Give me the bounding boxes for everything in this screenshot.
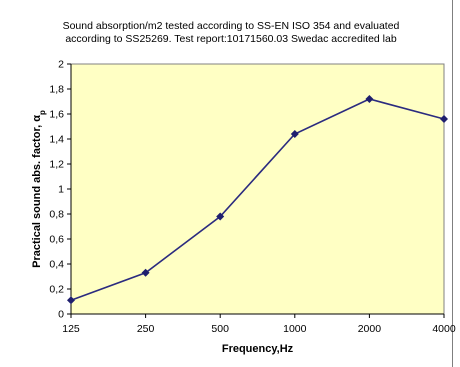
x-tick-label: 125 xyxy=(62,323,80,335)
y-tick-label: 0,6 xyxy=(49,234,64,246)
x-tick-label: 1000 xyxy=(283,323,307,335)
y-tick-label: 0,4 xyxy=(49,259,64,271)
y-tick-label: 1,6 xyxy=(49,109,64,121)
x-tick-label: 250 xyxy=(137,323,155,335)
x-tick-label: 2000 xyxy=(358,323,382,335)
data-point-125 xyxy=(67,296,75,305)
data-point-1000 xyxy=(290,130,299,138)
y-axis-title-main: Practical sound abs. factor, α xyxy=(31,115,43,268)
chart-title-line-1: Sound absorption/m2 tested according to … xyxy=(62,20,400,32)
y-tick-label: 1,8 xyxy=(49,84,64,96)
x-axis-title: Frequency,Hz xyxy=(222,343,294,355)
y-tick-label: 2 xyxy=(58,59,64,71)
chart-title: Sound absorption/m2 tested according to … xyxy=(58,20,404,46)
series-line xyxy=(70,98,445,302)
data-point-2000 xyxy=(365,95,374,103)
x-tick-label: 4000 xyxy=(432,323,456,335)
x-tick-label: 500 xyxy=(211,323,229,335)
y-tick-label: 0 xyxy=(58,309,64,321)
y-tick-label: 0,2 xyxy=(49,284,64,296)
y-tick-label: 0,8 xyxy=(49,209,64,221)
y-tick-label: 1 xyxy=(58,184,64,196)
data-point-500 xyxy=(216,212,225,221)
y-axis-title: Practical sound abs. factor, αp xyxy=(31,110,47,268)
plot-area xyxy=(70,63,445,315)
y-tick-label: 1,4 xyxy=(49,134,64,146)
figure-border xyxy=(452,0,453,367)
data-point-250 xyxy=(141,268,150,277)
chart-title-line-2: according to SS25269. Test report:101715… xyxy=(65,33,397,45)
data-point-4000 xyxy=(440,115,448,123)
y-axis-title-subscript: p xyxy=(38,110,47,115)
y-tick-label: 1,2 xyxy=(49,159,64,171)
